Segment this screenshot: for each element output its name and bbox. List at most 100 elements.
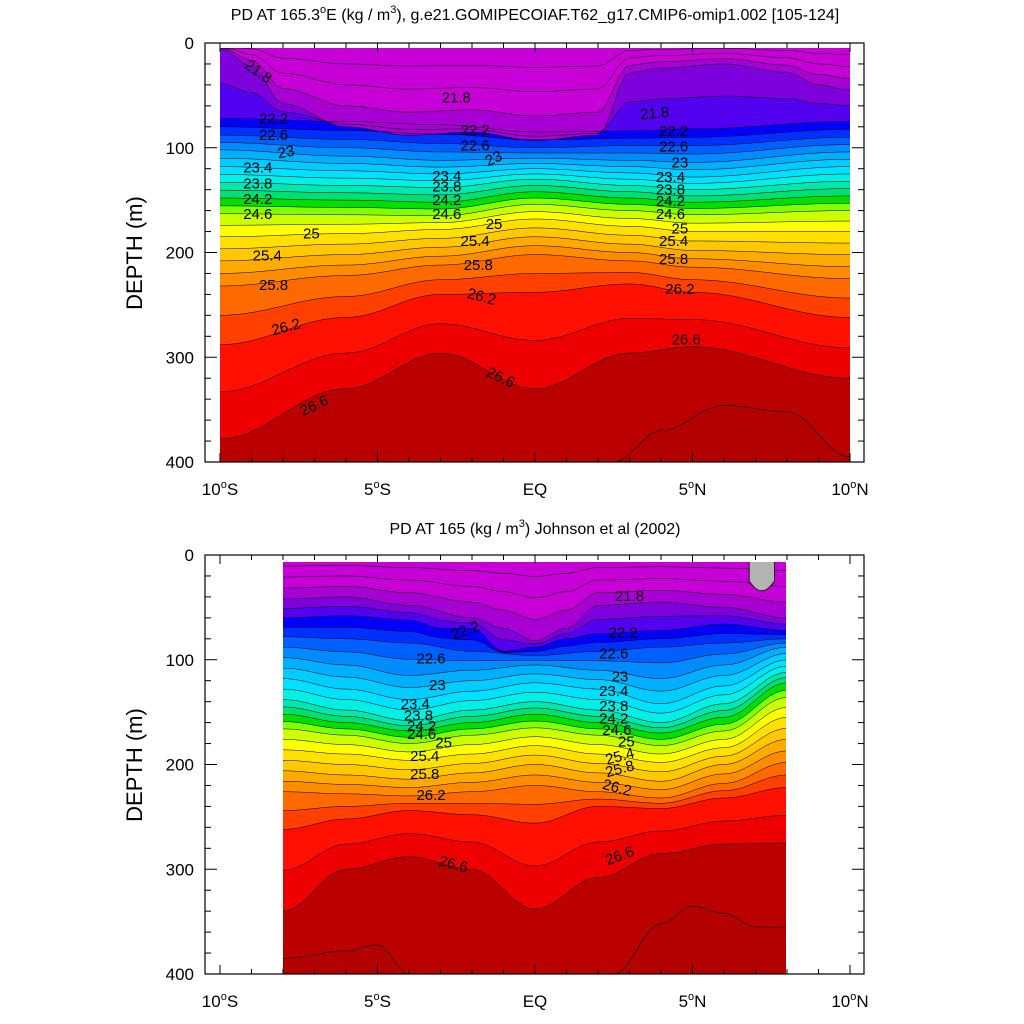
contour-line bbox=[283, 697, 786, 746]
contour-line bbox=[220, 48, 850, 68]
panel-1-title: PD AT 165.3oE (kg / m3), g.e21.GOMIPECOI… bbox=[231, 4, 839, 24]
contour-label: 24.6 bbox=[656, 206, 685, 223]
contour-line bbox=[220, 48, 850, 117]
contour-label: 24.6 bbox=[243, 206, 272, 223]
contour-line bbox=[283, 615, 786, 652]
x-tick-label: 10oN bbox=[831, 991, 868, 1011]
contour-lines bbox=[220, 48, 850, 462]
contour-line bbox=[220, 157, 850, 170]
y-axis-title: DEPTH (m) bbox=[122, 196, 147, 310]
y-tick-label: 400 bbox=[166, 965, 194, 984]
contour-line bbox=[220, 166, 850, 178]
x-tick-label: EQ bbox=[523, 480, 548, 499]
contour-line bbox=[220, 118, 850, 133]
contour-line bbox=[283, 653, 786, 692]
contour-label: 23.4 bbox=[432, 168, 461, 185]
contour-line bbox=[220, 245, 850, 274]
contour-label: 23.4 bbox=[243, 160, 272, 177]
contour-label: 24.6 bbox=[407, 726, 436, 743]
contour-line bbox=[283, 586, 786, 620]
contour-label: 25.4 bbox=[604, 745, 637, 769]
contour-label: 26.2 bbox=[465, 285, 498, 309]
y-tick-label: 100 bbox=[166, 139, 194, 158]
contour-line bbox=[283, 728, 786, 773]
contour-label: 22.6 bbox=[416, 651, 445, 668]
axis-ticks bbox=[205, 42, 864, 463]
axis-ticks bbox=[205, 554, 864, 975]
x-tick-label: 10oS bbox=[202, 479, 238, 499]
contour-label: 25.4 bbox=[410, 748, 439, 765]
contour-line bbox=[220, 346, 850, 440]
contour-label: 25 bbox=[486, 216, 503, 233]
contour-line bbox=[220, 126, 850, 141]
filled-contour-bands bbox=[220, 48, 850, 462]
contour-line bbox=[283, 565, 786, 577]
contour-label: 25.8 bbox=[259, 277, 288, 294]
contour-label: 22.6 bbox=[259, 127, 288, 144]
contour-line bbox=[613, 905, 786, 974]
contour-label: 26.6 bbox=[437, 853, 470, 877]
contour-line bbox=[220, 142, 850, 155]
contour-label: 21.8 bbox=[639, 104, 670, 123]
y-tick-label: 200 bbox=[166, 756, 194, 775]
contour-line bbox=[613, 405, 850, 462]
contour-label: 22.6 bbox=[599, 645, 628, 662]
contour-line bbox=[283, 750, 786, 790]
contour-label: 25.8 bbox=[659, 251, 688, 268]
contour-label: 25.8 bbox=[464, 257, 493, 274]
contour-line bbox=[283, 636, 786, 656]
contour-label: 23.8 bbox=[243, 175, 272, 192]
x-tick-label: EQ bbox=[523, 992, 548, 1011]
contour-line bbox=[220, 197, 850, 210]
contour-line bbox=[283, 627, 786, 653]
contour-label: 22.6 bbox=[461, 138, 490, 155]
contour-line bbox=[220, 173, 850, 184]
contour-line bbox=[283, 642, 786, 664]
x-tick-labels: 10oS 5oS EQ 5oN 10oN bbox=[202, 991, 869, 1011]
contour-line bbox=[283, 677, 786, 729]
contour-line bbox=[283, 707, 786, 755]
y-tick-labels: 0 100 200 300 400 bbox=[166, 34, 194, 472]
y-tick-label: 400 bbox=[166, 453, 194, 472]
contour-label: 23.4 bbox=[401, 696, 430, 713]
y-tick-label: 0 bbox=[185, 34, 194, 53]
contour-line bbox=[283, 717, 786, 763]
contour-line bbox=[220, 272, 850, 316]
contour-line bbox=[283, 762, 786, 799]
contour-line bbox=[283, 646, 786, 679]
contour-line bbox=[220, 191, 850, 203]
density-band bbox=[283, 562, 786, 620]
contour-label: 22.2 bbox=[609, 625, 638, 642]
contour-line bbox=[283, 842, 786, 912]
x-tick-label: 10oS bbox=[202, 991, 238, 1011]
contour-line bbox=[220, 149, 850, 163]
panel-observation-section: PD AT 165 (kg / m3) Johnson et al (2002)… bbox=[122, 518, 869, 1011]
contour-label: 23.8 bbox=[599, 698, 628, 715]
contour-line bbox=[283, 596, 786, 642]
contour-line bbox=[220, 254, 850, 287]
contour-line bbox=[220, 227, 850, 250]
contour-line bbox=[283, 815, 786, 871]
contour-label: 24.6 bbox=[602, 722, 631, 739]
contour-label: 23.4 bbox=[599, 683, 628, 700]
contour-line bbox=[220, 185, 850, 197]
contour-label: 25 bbox=[618, 733, 635, 750]
contour-line bbox=[220, 236, 850, 262]
contour-label: 22.2 bbox=[259, 110, 288, 127]
contour-label: 25.8 bbox=[410, 766, 439, 783]
contour-label: 23.8 bbox=[656, 182, 685, 199]
contour-line bbox=[220, 178, 850, 190]
contour-label: 25 bbox=[672, 220, 689, 237]
contour-line bbox=[283, 774, 786, 811]
contour-label: 25.4 bbox=[253, 248, 282, 265]
contour-labels: 21.822.2 22.222.6 22.623 2323.423.423.823.8… bbox=[401, 588, 644, 877]
contour-label: 23.8 bbox=[432, 179, 461, 196]
x-tick-label: 5oS bbox=[364, 991, 391, 1011]
contour-label: 26.2 bbox=[270, 315, 303, 339]
filled-contour-bands bbox=[283, 562, 786, 974]
contour-label: 24.2 bbox=[407, 718, 436, 735]
contour-label: 26.2 bbox=[416, 787, 445, 804]
y-tick-label: 300 bbox=[166, 348, 194, 367]
contour-label: 23.4 bbox=[656, 169, 685, 186]
